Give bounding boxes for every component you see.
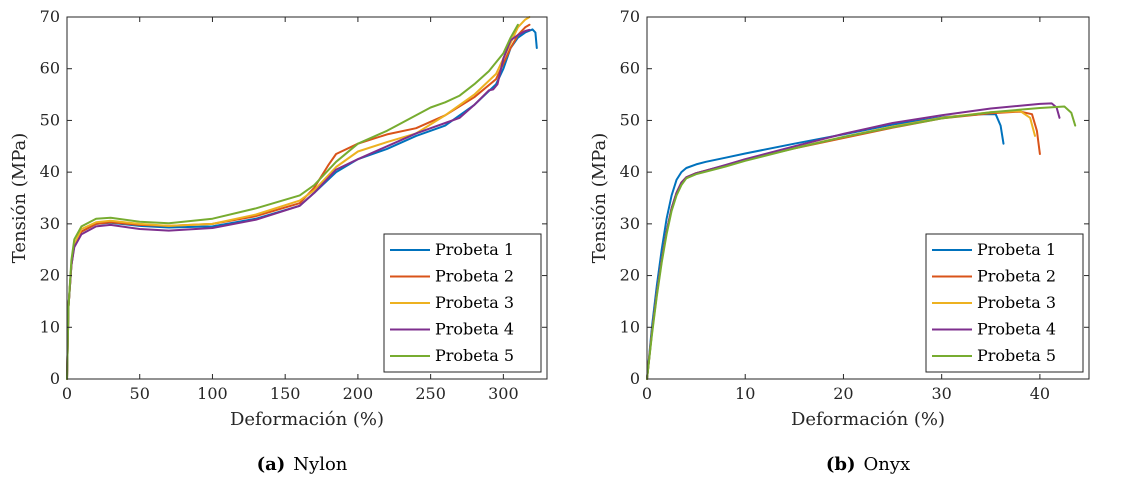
series-line-5 [66, 23, 519, 380]
x-tick-label: 0 [642, 384, 652, 403]
series-line-5 [646, 105, 1077, 380]
y-tick-label: 70 [620, 7, 640, 26]
caption-tag: (a) [257, 454, 286, 475]
y-axis-label: Tensión (MPa) [589, 133, 610, 264]
y-axis-label: Tensión (MPa) [9, 133, 30, 264]
legend-label: Probeta 3 [435, 293, 514, 312]
y-tick-label: 50 [40, 110, 60, 129]
x-tick-label: 50 [130, 384, 150, 403]
y-tick-label: 20 [40, 266, 60, 285]
x-tick-label: 30 [931, 384, 951, 403]
legend-label: Probeta 1 [435, 240, 514, 259]
legend-label: Probeta 5 [435, 346, 514, 365]
y-tick-label: 60 [620, 59, 640, 78]
chart-onyx: 0 10 20 30 40 0 10 20 30 40 50 60 70 Deformación (%) T… [589, 7, 1090, 475]
chart-nylon: 0 50 100 150 200 250 300 0 10 20 30 40 50 60 70 Deforma… [9, 7, 548, 475]
legend-item: Probeta 2 [932, 267, 1056, 286]
y-tick-label: 20 [620, 266, 640, 285]
x-tick-label: 40 [1030, 384, 1050, 403]
figure-caption: (a) Nylon [257, 454, 348, 475]
x-tick-label: 0 [62, 384, 72, 403]
caption-text: Onyx [863, 454, 910, 475]
y-tick-label: 0 [50, 369, 60, 388]
y-tick-label: 10 [40, 317, 60, 336]
legend-item: Probeta 3 [932, 293, 1056, 312]
legend-item: Probeta 4 [390, 320, 514, 339]
axes-box [646, 16, 1090, 380]
y-tick-label: 40 [620, 162, 640, 181]
y-tick-label: 40 [40, 162, 60, 181]
y-tick-label: 30 [620, 214, 640, 233]
y-tick-label: 10 [620, 317, 640, 336]
figure-caption: (b) Onyx [826, 454, 910, 475]
x-tick-label: 200 [343, 384, 374, 403]
y-tick-label: 70 [40, 7, 60, 26]
legend: Probeta 1 Probeta 2 Probeta 3 Probeta 4 Prob… [925, 233, 1084, 373]
series-line-4 [66, 28, 531, 380]
legend-label: Probeta 2 [435, 267, 514, 286]
y-tick-label: 0 [630, 369, 640, 388]
legend-item: Probeta 1 [932, 240, 1056, 259]
legend-item: Probeta 1 [390, 240, 514, 259]
legend-item: Probeta 5 [390, 346, 514, 365]
y-tick-label: 60 [40, 59, 60, 78]
x-tick-label: 10 [735, 384, 755, 403]
caption-text: Nylon [293, 454, 348, 475]
legend-item: Probeta 5 [932, 346, 1056, 365]
x-axis-label: Deformación (%) [230, 409, 384, 430]
y-tick-label: 30 [40, 214, 60, 233]
x-tick-label: 300 [488, 384, 519, 403]
legend-label: Probeta 4 [977, 320, 1056, 339]
legend-label: Probeta 3 [977, 293, 1056, 312]
caption-tag: (b) [826, 454, 856, 475]
y-tick-label: 50 [620, 110, 640, 129]
legend-label: Probeta 2 [977, 267, 1056, 286]
legend: Probeta 1 Probeta 2 Probeta 3 Probeta 4 Prob… [383, 233, 542, 373]
x-tick-label: 100 [197, 384, 228, 403]
legend-label: Probeta 1 [977, 240, 1056, 259]
x-axis-label: Deformación (%) [791, 409, 945, 430]
x-tick-label: 20 [833, 384, 853, 403]
x-tick-label: 150 [270, 384, 301, 403]
legend-label: Probeta 4 [435, 320, 514, 339]
axes-box [66, 16, 548, 380]
legend-item: Probeta 2 [390, 267, 514, 286]
legend-label: Probeta 5 [977, 346, 1056, 365]
legend-item: Probeta 3 [390, 293, 514, 312]
legend-item: Probeta 4 [932, 320, 1056, 339]
x-tick-label: 250 [415, 384, 446, 403]
